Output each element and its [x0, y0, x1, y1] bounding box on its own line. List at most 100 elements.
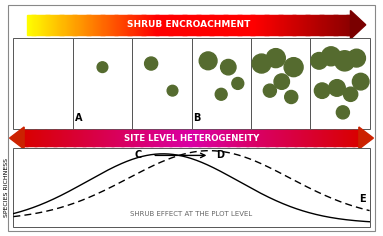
- Bar: [28, 130, 29, 146]
- Bar: [215, 130, 216, 146]
- Bar: [87, 15, 89, 35]
- Bar: [306, 130, 308, 146]
- Bar: [72, 15, 74, 35]
- Bar: [25, 130, 27, 146]
- Bar: [196, 15, 198, 35]
- Bar: [265, 130, 267, 146]
- Bar: [178, 15, 179, 35]
- Bar: [245, 15, 246, 35]
- Bar: [83, 130, 85, 146]
- Bar: [258, 15, 259, 35]
- Bar: [130, 130, 132, 146]
- Bar: [275, 15, 277, 35]
- Bar: [77, 15, 78, 35]
- Bar: [36, 15, 37, 35]
- Bar: [289, 15, 290, 35]
- Bar: [341, 130, 342, 146]
- Bar: [130, 15, 132, 35]
- Bar: [232, 15, 233, 35]
- Text: SPECIES RICHNESS: SPECIES RICHNESS: [4, 158, 10, 217]
- Bar: [71, 15, 72, 35]
- Bar: [267, 130, 269, 146]
- Bar: [239, 130, 241, 146]
- Bar: [284, 130, 286, 146]
- Polygon shape: [359, 127, 373, 149]
- Ellipse shape: [167, 85, 178, 96]
- Ellipse shape: [215, 88, 227, 100]
- Bar: [263, 15, 265, 35]
- Bar: [343, 15, 344, 35]
- Bar: [47, 130, 49, 146]
- Bar: [288, 130, 290, 146]
- Bar: [306, 15, 308, 35]
- Bar: [48, 15, 50, 35]
- Bar: [31, 130, 32, 146]
- Bar: [228, 130, 230, 146]
- Bar: [175, 130, 176, 146]
- Bar: [190, 15, 191, 35]
- Bar: [314, 15, 315, 35]
- Bar: [188, 130, 190, 146]
- Bar: [231, 130, 232, 146]
- Bar: [237, 130, 239, 146]
- Bar: [84, 130, 86, 146]
- Bar: [134, 15, 135, 35]
- Bar: [296, 15, 298, 35]
- Bar: [220, 15, 221, 35]
- Bar: [230, 15, 231, 35]
- Bar: [239, 15, 241, 35]
- Bar: [177, 15, 178, 35]
- Bar: [197, 15, 199, 35]
- Bar: [336, 15, 337, 35]
- Bar: [165, 130, 166, 146]
- Bar: [141, 15, 142, 35]
- Bar: [195, 130, 196, 146]
- Bar: [223, 130, 224, 146]
- Ellipse shape: [336, 106, 349, 119]
- Bar: [200, 130, 202, 146]
- Bar: [79, 15, 80, 35]
- Bar: [75, 130, 77, 146]
- Bar: [233, 15, 234, 35]
- Bar: [278, 130, 280, 146]
- Bar: [60, 15, 62, 35]
- Bar: [113, 130, 115, 146]
- Bar: [131, 130, 133, 146]
- Bar: [124, 130, 126, 146]
- Bar: [170, 130, 172, 146]
- Bar: [140, 15, 142, 35]
- Bar: [120, 130, 121, 146]
- Bar: [99, 130, 100, 146]
- Bar: [321, 130, 322, 146]
- Bar: [329, 130, 330, 146]
- Bar: [194, 130, 195, 146]
- Bar: [116, 130, 117, 146]
- Bar: [301, 15, 302, 35]
- Bar: [201, 15, 203, 35]
- Ellipse shape: [145, 57, 158, 70]
- Bar: [153, 15, 154, 35]
- Bar: [331, 15, 332, 35]
- Bar: [137, 130, 138, 146]
- Bar: [58, 15, 60, 35]
- Bar: [270, 15, 271, 35]
- Bar: [110, 130, 111, 146]
- Bar: [218, 130, 220, 146]
- Bar: [208, 130, 210, 146]
- Bar: [222, 15, 224, 35]
- Ellipse shape: [352, 73, 369, 90]
- Bar: [337, 130, 338, 146]
- Bar: [299, 15, 300, 35]
- Bar: [90, 130, 92, 146]
- Bar: [214, 15, 216, 35]
- Bar: [92, 15, 93, 35]
- Bar: [298, 130, 299, 146]
- Bar: [243, 130, 244, 146]
- Bar: [245, 130, 247, 146]
- Bar: [308, 15, 310, 35]
- Bar: [150, 130, 152, 146]
- Bar: [259, 15, 260, 35]
- Bar: [316, 15, 318, 35]
- Bar: [232, 130, 233, 146]
- Bar: [231, 15, 232, 35]
